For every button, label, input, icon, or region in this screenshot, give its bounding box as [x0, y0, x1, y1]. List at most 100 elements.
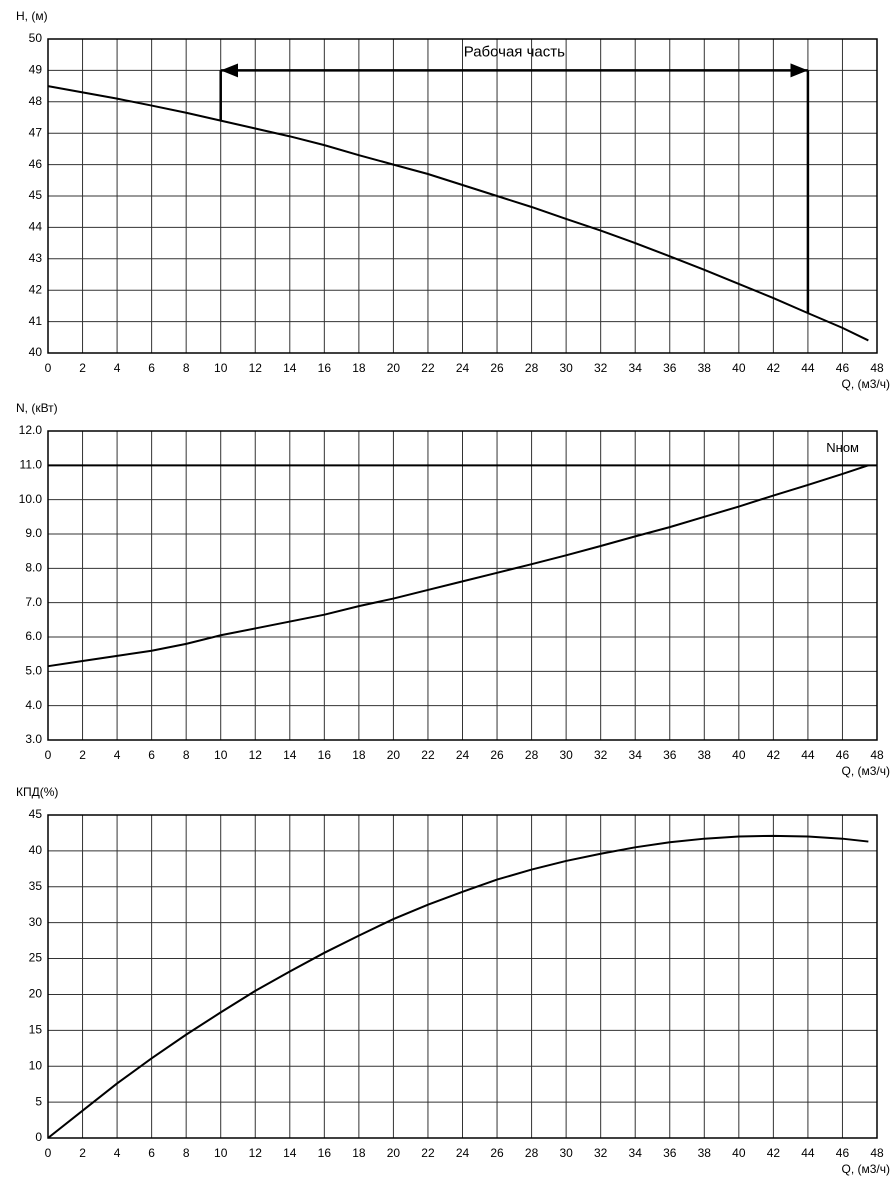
- x-tick-label: 48: [870, 1146, 884, 1160]
- x-tick-label: 48: [870, 361, 884, 375]
- x-tick-label: 38: [698, 748, 712, 762]
- x-tick-label: 8: [183, 1146, 190, 1160]
- x-tick-label: 0: [45, 748, 52, 762]
- x-tick-label: 24: [456, 1146, 470, 1160]
- y-tick-label: 48: [29, 94, 43, 108]
- x-tick-label: 12: [249, 361, 263, 375]
- y-tick-label: 42: [29, 282, 43, 296]
- y-tick-label: 47: [29, 125, 43, 139]
- x-tick-label: 42: [767, 1146, 781, 1160]
- y-tick-label: 7.0: [25, 595, 42, 609]
- x-tick-label: 14: [283, 748, 297, 762]
- x-tick-label: 18: [352, 361, 366, 375]
- y-tick-label: 5: [35, 1094, 42, 1108]
- y-tick-label: 44: [29, 220, 43, 234]
- y-tick-label: 25: [29, 951, 43, 965]
- x-tick-label: 20: [387, 361, 401, 375]
- x-tick-label: 40: [732, 361, 746, 375]
- plot-frame: [47, 38, 878, 354]
- x-tick-label: 24: [456, 748, 470, 762]
- x-axis-label: Q, (м3/ч): [841, 1162, 890, 1176]
- x-tick-label: 8: [183, 748, 190, 762]
- reference-label: Nном: [826, 440, 859, 455]
- x-tick-label: 22: [421, 748, 435, 762]
- x-tick-label: 12: [249, 1146, 263, 1160]
- x-tick-label: 40: [732, 1146, 746, 1160]
- y-tick-label: 45: [29, 188, 43, 202]
- x-tick-label: 10: [214, 1146, 228, 1160]
- y-axis-label: КПД(%): [16, 785, 58, 799]
- y-tick-label: 9.0: [25, 526, 42, 540]
- x-axis-label: Q, (м3/ч): [841, 764, 890, 778]
- y-tick-label: 0: [35, 1130, 42, 1144]
- x-tick-label: 46: [836, 748, 850, 762]
- x-tick-label: 10: [214, 748, 228, 762]
- x-tick-label: 36: [663, 1146, 677, 1160]
- x-tick-label: 28: [525, 361, 539, 375]
- x-tick-label: 20: [387, 748, 401, 762]
- x-tick-label: 30: [559, 1146, 573, 1160]
- data-line: [47, 834, 869, 1139]
- x-tick-label: 4: [114, 748, 121, 762]
- x-tick-label: 44: [801, 748, 815, 762]
- x-tick-label: 14: [283, 361, 297, 375]
- x-tick-label: 34: [629, 748, 643, 762]
- y-tick-label: 40: [29, 345, 43, 359]
- x-tick-label: 0: [45, 361, 52, 375]
- x-tick-label: 34: [629, 361, 643, 375]
- y-tick-label: 30: [29, 915, 43, 929]
- x-tick-label: 22: [421, 1146, 435, 1160]
- y-tick-label: 8.0: [25, 561, 42, 575]
- x-tick-label: 20: [387, 1146, 401, 1160]
- y-tick-label: 15: [29, 1023, 43, 1037]
- y-tick-label: 41: [29, 314, 43, 328]
- x-tick-label: 16: [318, 748, 332, 762]
- y-tick-label: 12.0: [19, 423, 43, 437]
- x-tick-label: 26: [490, 361, 504, 375]
- data-line: [47, 464, 869, 668]
- y-tick-label: 20: [29, 987, 43, 1001]
- x-tick-label: 4: [114, 1146, 121, 1160]
- x-tick-label: 30: [559, 361, 573, 375]
- y-tick-label: 10: [29, 1058, 43, 1072]
- x-tick-label: 48: [870, 748, 884, 762]
- y-tick-label: 45: [29, 807, 43, 821]
- x-tick-label: 28: [525, 748, 539, 762]
- x-tick-label: 24: [456, 361, 470, 375]
- x-axis-label: Q, (м3/ч): [841, 377, 890, 391]
- y-axis-label: N, (кВт): [16, 401, 58, 415]
- x-tick-label: 2: [79, 748, 86, 762]
- y-tick-label: 49: [29, 63, 43, 77]
- x-tick-label: 40: [732, 748, 746, 762]
- x-tick-label: 12: [249, 748, 263, 762]
- x-tick-label: 2: [79, 361, 86, 375]
- x-tick-label: 42: [767, 748, 781, 762]
- x-tick-label: 32: [594, 1146, 608, 1160]
- x-tick-label: 26: [490, 748, 504, 762]
- annotation-text: Рабочая часть: [464, 43, 565, 60]
- x-tick-label: 36: [663, 361, 677, 375]
- x-tick-label: 46: [836, 1146, 850, 1160]
- x-tick-label: 6: [148, 1146, 155, 1160]
- y-tick-label: 6.0: [25, 629, 42, 643]
- y-tick-label: 46: [29, 157, 43, 171]
- y-tick-label: 4.0: [25, 698, 42, 712]
- x-tick-label: 18: [352, 1146, 366, 1160]
- x-tick-label: 34: [629, 1146, 643, 1160]
- y-tick-label: 5.0: [25, 664, 42, 678]
- x-tick-label: 28: [525, 1146, 539, 1160]
- x-tick-label: 10: [214, 361, 228, 375]
- x-tick-label: 26: [490, 1146, 504, 1160]
- x-tick-label: 16: [318, 361, 332, 375]
- x-tick-label: 8: [183, 361, 190, 375]
- x-tick-label: 22: [421, 361, 435, 375]
- plot-frame: [47, 814, 878, 1139]
- x-tick-label: 38: [698, 1146, 712, 1160]
- x-tick-label: 38: [698, 361, 712, 375]
- x-tick-label: 32: [594, 361, 608, 375]
- y-tick-label: 50: [29, 31, 43, 45]
- x-tick-label: 42: [767, 361, 781, 375]
- y-tick-label: 11.0: [20, 458, 43, 472]
- x-tick-label: 30: [559, 748, 573, 762]
